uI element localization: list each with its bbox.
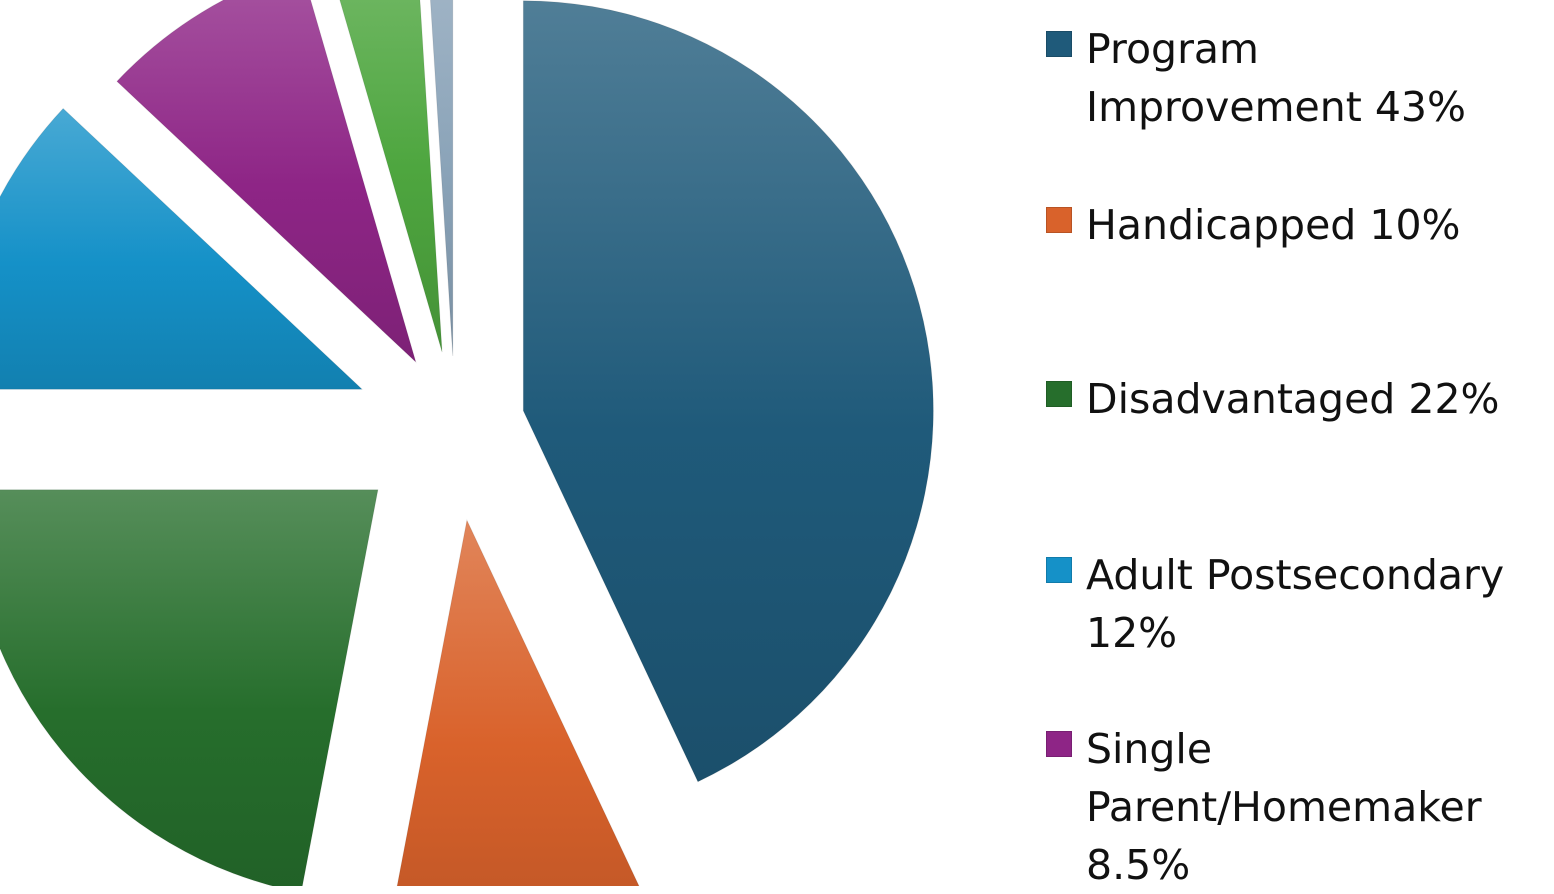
legend-item-single-parent-homemaker: Single Parent/Homemaker 8.5% bbox=[1046, 720, 1506, 894]
pie-slice-adult-postsecondary bbox=[0, 107, 364, 390]
legend-label-disadvantaged: Disadvantaged 22% bbox=[1086, 375, 1500, 423]
legend-item-disadvantaged: Disadvantaged 22% bbox=[1046, 370, 1546, 428]
legend-label-adult-postsecondary: Adult Postsecondary 12% bbox=[1086, 551, 1505, 657]
legend-swatch-single-parent-homemaker bbox=[1046, 731, 1072, 757]
legend-item-program-improvement: Program Improvement 43% bbox=[1046, 20, 1546, 136]
chart-legend: Program Improvement 43% Handicapped 10% … bbox=[1046, 0, 1554, 889]
legend-label-handicapped: Handicapped 10% bbox=[1086, 201, 1461, 249]
pie-slice-slice-7 bbox=[429, 0, 454, 357]
pie-slice-single-parent-homemaker bbox=[116, 0, 417, 364]
legend-swatch-adult-postsecondary bbox=[1046, 557, 1072, 583]
pie-chart bbox=[0, 0, 934, 886]
legend-swatch-handicapped bbox=[1046, 207, 1072, 233]
pie-slice-disadvantaged bbox=[0, 489, 379, 886]
legend-swatch-disadvantaged bbox=[1046, 381, 1072, 407]
legend-item-handicapped: Handicapped 10% bbox=[1046, 196, 1546, 254]
legend-swatch-program-improvement bbox=[1046, 31, 1072, 57]
pie-slice-slice-6 bbox=[339, 0, 443, 353]
legend-item-adult-postsecondary: Adult Postsecondary 12% bbox=[1046, 546, 1546, 662]
pie-slice-program-improvement bbox=[522, 0, 934, 783]
legend-label-program-improvement: Program Improvement 43% bbox=[1086, 25, 1466, 131]
pie-slice-handicapped bbox=[396, 518, 640, 886]
legend-label-single-parent-homemaker: Single Parent/Homemaker 8.5% bbox=[1086, 725, 1482, 889]
